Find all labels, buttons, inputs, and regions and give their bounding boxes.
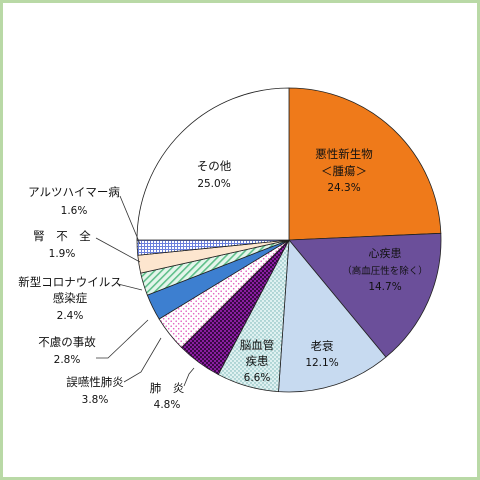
slice-heart-disease	[288, 232, 442, 358]
leader-accident	[96, 319, 149, 359]
label-malignant-sub: ＜腫瘍＞	[321, 164, 367, 178]
label-alzheimer-value: 1.6%	[61, 205, 88, 217]
label-heart-value: 14.7%	[368, 281, 401, 293]
label-accident-name: 不慮の事故	[38, 335, 96, 349]
label-cerebro-name: 脳血管	[240, 338, 275, 352]
pie-slices	[136, 87, 442, 393]
label-malignant-value: 24.3%	[327, 182, 360, 194]
leader-lines	[95, 195, 195, 387]
label-aspiration-value: 3.8%	[82, 394, 109, 406]
label-covid-sub: 感染症	[53, 291, 88, 305]
label-heart-name: 心疾患	[369, 246, 402, 260]
label-heart-sub: （高血圧性を除く）	[342, 265, 428, 277]
leader-alzheimer	[119, 195, 141, 245]
label-covid-name: 新型コロナウイルス	[18, 275, 122, 289]
leader-aspiration	[123, 337, 162, 383]
label-aspiration-name: 誤嚥性肺炎	[66, 375, 124, 389]
leader-covid	[117, 283, 143, 291]
label-other-value: 25.0%	[197, 178, 230, 190]
slice-senility	[278, 238, 387, 393]
slice-malignant-neoplasm	[288, 87, 442, 241]
slice-other	[136, 87, 290, 241]
label-alzheimer-name: アルツハイマー病	[28, 185, 120, 199]
leader-pneumonia	[183, 367, 195, 387]
label-pneumonia-name: 肺 炎	[150, 381, 185, 395]
leader-renal	[95, 237, 141, 263]
label-cerebro-sub: 疾患	[246, 354, 269, 368]
label-senility-value: 12.1%	[305, 357, 338, 369]
label-other-name: その他	[197, 159, 232, 173]
label-senility-name: 老衰	[311, 339, 334, 353]
label-pneumonia-value: 4.8%	[154, 399, 181, 411]
label-covid-value: 2.4%	[57, 310, 84, 322]
label-renal-value: 1.9%	[49, 248, 76, 260]
label-cerebro-value: 6.6%	[244, 372, 271, 384]
label-accident-value: 2.8%	[54, 354, 81, 366]
label-malignant-name: 悪性新生物	[315, 147, 373, 161]
label-renal-name: 腎 不 全	[33, 229, 91, 243]
